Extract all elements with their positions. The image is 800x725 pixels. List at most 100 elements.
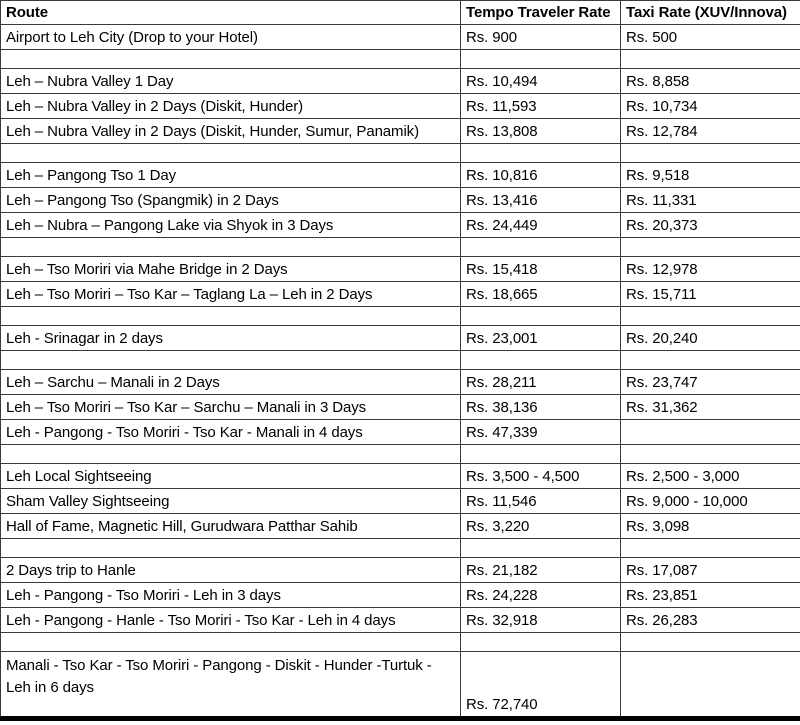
tempo-rate-cell: Rs. 24,449 — [460, 212, 621, 238]
table-row: Leh – Nubra Valley in 2 Days (Diskit, Hu… — [0, 93, 800, 119]
taxi-rate-cell — [620, 143, 800, 163]
table-row: Leh – Sarchu – Manali in 2 Days Rs. 28,21… — [0, 369, 800, 395]
taxi-rate-cell — [620, 350, 800, 370]
table-row: Leh – Nubra – Pangong Lake via Shyok in … — [0, 212, 800, 238]
taxi-rate-cell: Rs. 26,283 — [620, 607, 800, 633]
route-cell — [0, 632, 461, 652]
taxi-rate-cell: Rs. 12,784 — [620, 118, 800, 144]
spacer-row — [0, 632, 800, 652]
spacer-row — [0, 237, 800, 257]
route-cell — [0, 538, 461, 558]
tempo-rate-cell: Rs. 3,220 — [460, 513, 621, 539]
taxi-rate-cell: Rs. 8,858 — [620, 68, 800, 94]
tempo-rate-cell — [460, 237, 621, 257]
route-cell — [0, 237, 461, 257]
route-cell: Leh – Nubra Valley in 2 Days (Diskit, Hu… — [0, 118, 461, 144]
tempo-rate-cell — [460, 538, 621, 558]
route-cell: Leh - Pangong - Tso Moriri - Leh in 3 da… — [0, 582, 461, 608]
tempo-rate-cell — [460, 632, 621, 652]
taxi-rate-cell: Rs. 11,331 — [620, 187, 800, 213]
route-cell — [0, 143, 461, 163]
header-row: Route Tempo Traveler Rate Taxi Rate (XUV… — [0, 0, 800, 25]
tempo-rate-cell — [460, 49, 621, 69]
table-row: Leh - Pangong - Tso Moriri - Leh in 3 da… — [0, 582, 800, 608]
tempo-rate-cell: Rs. 11,546 — [460, 488, 621, 514]
tempo-rate-cell: Rs. 32,918 — [460, 607, 621, 633]
table-row: Leh - Srinagar in 2 days Rs. 23,001 Rs. 20… — [0, 325, 800, 351]
taxi-rate-cell: Rs. 10,734 — [620, 93, 800, 119]
table-row: Leh – Tso Moriri via Mahe Bridge in 2 Da… — [0, 256, 800, 282]
route-cell: Leh – Nubra Valley 1 Day — [0, 68, 461, 94]
route-cell: Leh – Tso Moriri – Tso Kar – Taglang La … — [0, 281, 461, 307]
tempo-rate-cell: Rs. 11,593 — [460, 93, 621, 119]
tempo-rate-cell — [460, 444, 621, 464]
column-header-tempo-traveler-rate: Tempo Traveler Rate — [460, 0, 621, 25]
taxi-rate-cell — [620, 651, 800, 719]
tempo-rate-cell: Rs. 47,339 — [460, 419, 621, 445]
tempo-rate-cell: Rs. 72,740 — [460, 651, 621, 719]
route-cell: Leh – Pangong Tso 1 Day — [0, 162, 461, 188]
table-row: Leh – Pangong Tso (Spangmik) in 2 Days Rs… — [0, 187, 800, 213]
table-row: Leh – Tso Moriri – Tso Kar – Sarchu – Ma… — [0, 394, 800, 420]
tempo-rate-cell: Rs. 21,182 — [460, 557, 621, 583]
taxi-rate-cell: Rs. 2,500 - 3,000 — [620, 463, 800, 489]
route-cell: Airport to Leh City (Drop to your Hotel) — [0, 24, 461, 50]
taxi-rate-cell — [620, 49, 800, 69]
table-row: Leh – Nubra Valley 1 Day Rs. 10,494 Rs. 8,… — [0, 68, 800, 94]
tempo-rate-cell — [460, 306, 621, 326]
taxi-rate-cell: Rs. 20,373 — [620, 212, 800, 238]
taxi-rate-cell: Rs. 20,240 — [620, 325, 800, 351]
route-cell: Leh – Nubra Valley in 2 Days (Diskit, Hu… — [0, 93, 461, 119]
route-cell: Leh – Sarchu – Manali in 2 Days — [0, 369, 461, 395]
spacer-row — [0, 49, 800, 69]
table-row: Hall of Fame, Magnetic Hill, Gurudwara P… — [0, 513, 800, 539]
tempo-rate-cell: Rs. 10,816 — [460, 162, 621, 188]
tempo-rate-cell: Rs. 15,418 — [460, 256, 621, 282]
route-cell: Manali - Tso Kar - Tso Moriri - Pangong … — [0, 651, 461, 719]
table-row: Leh – Pangong Tso 1 Day Rs. 10,816 Rs. 9,5… — [0, 162, 800, 188]
tempo-rate-cell: Rs. 3,500 - 4,500 — [460, 463, 621, 489]
route-cell — [0, 444, 461, 464]
taxi-rate-cell: Rs. 23,747 — [620, 369, 800, 395]
spacer-row — [0, 538, 800, 558]
tempo-rate-cell: Rs. 18,665 — [460, 281, 621, 307]
table-body: Airport to Leh City (Drop to your Hotel)… — [0, 24, 800, 719]
route-cell: Leh Local Sightseeing — [0, 463, 461, 489]
route-cell: Leh – Pangong Tso (Spangmik) in 2 Days — [0, 187, 461, 213]
taxi-rate-cell: Rs. 17,087 — [620, 557, 800, 583]
taxi-rate-cell — [620, 419, 800, 445]
spacer-row — [0, 143, 800, 163]
route-cell: Leh – Tso Moriri via Mahe Bridge in 2 Da… — [0, 256, 461, 282]
spacer-row — [0, 444, 800, 464]
taxi-rate-cell: Rs. 15,711 — [620, 281, 800, 307]
route-cell: Leh – Nubra – Pangong Lake via Shyok in … — [0, 212, 461, 238]
route-cell: Hall of Fame, Magnetic Hill, Gurudwara P… — [0, 513, 461, 539]
route-cell: Sham Valley Sightseeing — [0, 488, 461, 514]
taxi-rate-cell: Rs. 12,978 — [620, 256, 800, 282]
taxi-rate-cell: Rs. 9,000 - 10,000 — [620, 488, 800, 514]
taxi-rate-cell — [620, 538, 800, 558]
route-cell: Leh - Pangong - Hanle - Tso Moriri - Tso… — [0, 607, 461, 633]
taxi-rate-cell: Rs. 3,098 — [620, 513, 800, 539]
tempo-rate-cell: Rs. 10,494 — [460, 68, 621, 94]
route-cell: Leh - Pangong - Tso Moriri - Tso Kar - M… — [0, 419, 461, 445]
route-cell: Leh - Srinagar in 2 days — [0, 325, 461, 351]
tempo-rate-cell: Rs. 28,211 — [460, 369, 621, 395]
taxi-rate-cell — [620, 237, 800, 257]
table-row: 2 Days trip to Hanle Rs. 21,182 Rs. 17,087 — [0, 557, 800, 583]
taxi-rate-cell — [620, 632, 800, 652]
table-row: Manali - Tso Kar - Tso Moriri - Pangong … — [0, 651, 800, 719]
table-row: Leh - Pangong - Hanle - Tso Moriri - Tso… — [0, 607, 800, 633]
tempo-rate-cell: Rs. 38,136 — [460, 394, 621, 420]
spacer-row — [0, 306, 800, 326]
taxi-rate-cell: Rs. 9,518 — [620, 162, 800, 188]
tempo-rate-cell: Rs. 24,228 — [460, 582, 621, 608]
spacer-row — [0, 350, 800, 370]
tempo-rate-cell — [460, 350, 621, 370]
tempo-rate-cell: Rs. 13,808 — [460, 118, 621, 144]
route-cell — [0, 49, 461, 69]
tempo-rate-cell: Rs. 900 — [460, 24, 621, 50]
tempo-rate-cell: Rs. 23,001 — [460, 325, 621, 351]
